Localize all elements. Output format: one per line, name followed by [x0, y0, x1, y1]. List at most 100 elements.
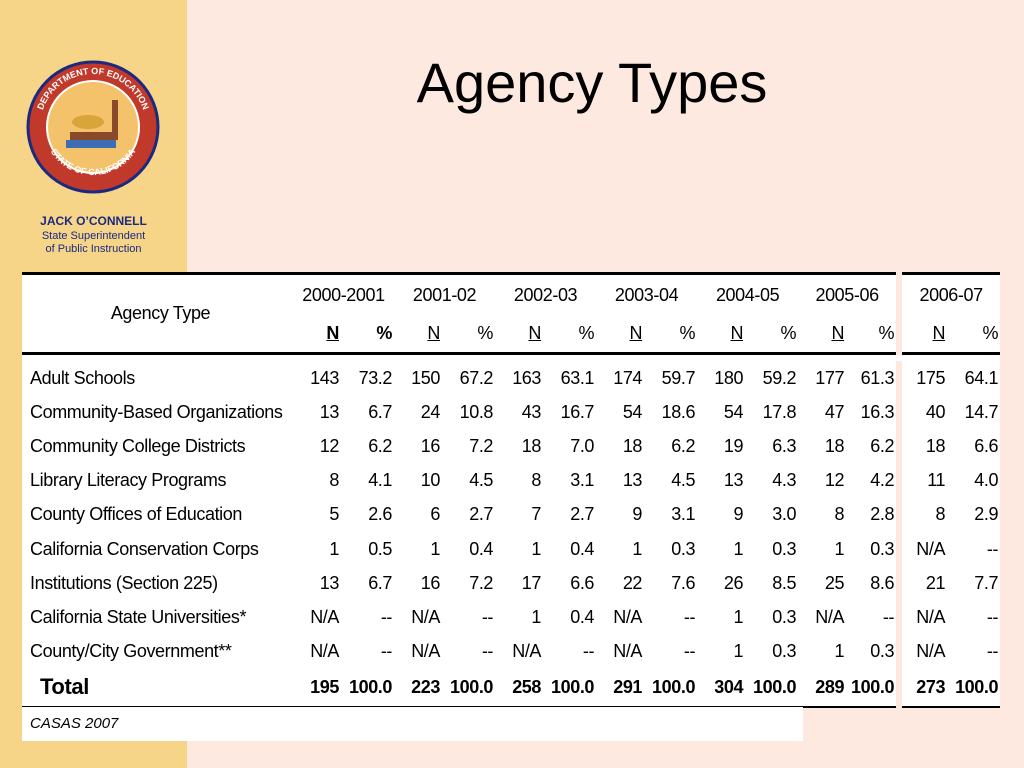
data-cell: 4.1	[368, 470, 393, 491]
data-cell: 1	[733, 538, 744, 559]
data-cell: N/A	[896, 531, 948, 567]
data-cell: 0.3	[870, 538, 895, 559]
data-cell: 4.5	[469, 470, 494, 491]
data-cell: 17.8	[762, 401, 797, 422]
data-cell: --	[380, 606, 393, 627]
row-label: Total	[22, 668, 293, 708]
data-cell: 6.6	[974, 435, 999, 456]
data-cell: 4.3	[772, 470, 797, 491]
data-cell: 6.7	[368, 572, 393, 593]
data-cell: 19	[723, 435, 744, 456]
data-cell: N/A	[512, 641, 542, 662]
data-cell: 40	[896, 395, 948, 430]
subheader-n: N	[831, 323, 845, 343]
data-cell: 16	[420, 572, 441, 593]
data-cell: 304	[697, 668, 746, 708]
data-row: Adult Schools 143 73.2 150 67.2 163 63.1 174 59.…	[22, 361, 1000, 396]
role-line: State Superintendent	[41, 230, 146, 242]
data-cell: 150	[411, 367, 441, 388]
data-cell: 22	[622, 572, 643, 593]
data-cell: 0.4	[570, 538, 595, 559]
subheader-row: N% N% N% N% N% N% N%	[22, 315, 1001, 355]
subheader-cell: N	[596, 315, 645, 355]
data-cell: 291	[596, 668, 645, 708]
data-cell: 9	[632, 504, 643, 525]
subheader-n: N	[932, 323, 946, 343]
data-row: California Conservation Corps 1 0.5 1 0.4 1 0.…	[22, 531, 1000, 567]
subheader-cell: %	[947, 315, 1001, 355]
subheader-cell: N	[798, 315, 847, 355]
data-cell: 13	[319, 572, 340, 593]
data-cell: N/A	[613, 606, 643, 627]
subheader-cell: %	[543, 315, 597, 355]
data-cell: 8	[896, 497, 948, 532]
year-header: 2002-03	[495, 272, 597, 315]
year-header: 2005-06	[798, 272, 900, 315]
data-cell: 8.5	[772, 572, 797, 593]
data-cell: 18	[622, 435, 643, 456]
data-cell: 43	[521, 401, 542, 422]
data-cell: 2.7	[570, 504, 595, 525]
data-cell: --	[582, 641, 595, 662]
data-cell: 258	[495, 668, 544, 708]
data-cell: 73.2	[358, 367, 393, 388]
data-cell: N/A	[896, 634, 948, 669]
data-cell: 13	[622, 470, 643, 491]
data-cell: 1	[834, 641, 845, 662]
subheader-n: N	[730, 323, 744, 343]
data-cell: 1	[632, 538, 643, 559]
data-cell: --	[986, 641, 999, 662]
row-label: California Conservation Corps	[30, 538, 259, 559]
data-cell: 10	[420, 470, 441, 491]
subheader-cell: %	[442, 315, 496, 355]
data-cell: 6.3	[772, 435, 797, 456]
row-label: Adult Schools	[30, 367, 135, 388]
data-cell: N/A	[310, 606, 339, 627]
data-cell: 100.0	[442, 668, 496, 708]
data-cell: 3.0	[772, 504, 797, 525]
data-cell: 1	[531, 606, 542, 627]
data-cell: N/A	[411, 641, 441, 662]
data-cell: N/A	[815, 606, 845, 627]
data-cell: 6.6	[570, 572, 595, 593]
data-cell: N/A	[896, 600, 948, 635]
data-cell: 177	[815, 367, 845, 388]
data-cell: 7.6	[671, 572, 696, 593]
data-cell: 2.7	[469, 504, 494, 525]
data-cell: 17	[521, 572, 542, 593]
data-cell: 18	[824, 435, 845, 456]
slide-title: Agency Types	[416, 51, 768, 114]
data-cell: 6	[430, 504, 441, 525]
role-line: of Public Instruction	[45, 243, 142, 255]
data-cell: 289	[798, 668, 847, 708]
data-cell: 2.6	[368, 504, 393, 525]
agency-table: Agency Type 2000-2001 2001-02 2002-03 2003-0…	[22, 272, 1001, 708]
data-cell: 26	[723, 572, 744, 593]
data-row: Institutions (Section 225) 13 6.7 16 7.2 17 6.…	[22, 566, 1000, 601]
data-cell: 6.2	[870, 435, 895, 456]
data-cell: 12	[824, 470, 845, 491]
row-label: Community College Districts	[30, 435, 246, 456]
data-cell: 13	[723, 470, 744, 491]
subheader-n: N	[629, 323, 643, 343]
data-cell: 1	[834, 538, 845, 559]
subheader-cell: N	[896, 315, 948, 355]
row-label: Library Literacy Programs	[30, 470, 227, 491]
data-cell: 1	[329, 538, 339, 559]
data-cell: 0.3	[772, 538, 797, 559]
data-cell: 3.1	[570, 470, 595, 491]
subheader-cell: N	[394, 315, 443, 355]
data-cell: 100.0	[947, 668, 1001, 708]
data-cell: 0.3	[870, 641, 895, 662]
data-cell: 63.1	[560, 367, 595, 388]
data-cell: 10.8	[459, 401, 494, 422]
data-cell: 4.0	[974, 470, 999, 491]
data-cell: 273	[896, 668, 948, 708]
data-cell: --	[481, 606, 494, 627]
row-label: County Offices of Education	[30, 504, 242, 525]
data-row: Library Literacy Programs 8 4.1 10 4.5 8 3.1 13…	[22, 463, 1000, 498]
data-cell: 1	[430, 538, 441, 559]
data-cell: 174	[613, 367, 643, 388]
data-cell: 47	[824, 401, 845, 422]
data-cell: 1	[733, 641, 744, 662]
